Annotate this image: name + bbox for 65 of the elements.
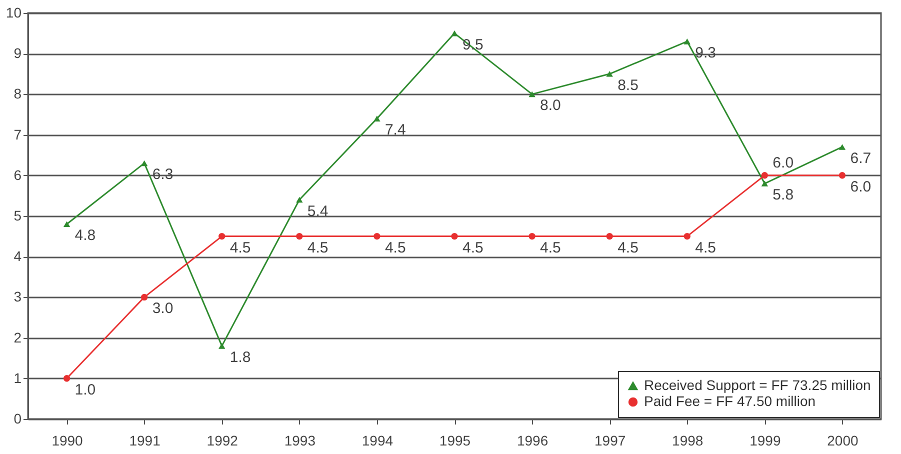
x-tick-label: 1996 (516, 432, 548, 448)
y-tick-label: 8 (14, 86, 22, 102)
point (761, 180, 768, 186)
point (684, 38, 690, 44)
point (528, 232, 536, 240)
x-tick-label: 1998 (672, 432, 704, 448)
y-tick-label: 1 (14, 370, 22, 386)
point (374, 116, 380, 122)
y-tick-label: 5 (14, 208, 22, 224)
point (528, 91, 536, 98)
data-label: 4.8 (74, 227, 96, 244)
point (63, 221, 70, 228)
data-label: 6.0 (772, 154, 794, 172)
x-tick-label: 1994 (362, 432, 394, 448)
point (140, 294, 148, 301)
data-label: 7.4 (384, 122, 406, 139)
x-tick-label: 1995 (439, 432, 471, 448)
y-tick-label: 9 (14, 45, 22, 62)
data-label: 6.0 (850, 178, 872, 196)
data-label: 6.7 (850, 150, 872, 167)
y-tick-label: 0 (14, 410, 22, 426)
data-label: 4.5 (230, 239, 251, 256)
y-tick-label: 10 (6, 4, 22, 20)
y-tick-label: 4 (14, 248, 22, 264)
data-label: 8.5 (618, 76, 638, 94)
point (296, 196, 303, 203)
point (838, 172, 846, 179)
point (451, 30, 458, 36)
data-label: 4.5 (384, 239, 406, 256)
point (838, 144, 846, 150)
point (140, 160, 148, 166)
point (296, 232, 303, 240)
x-tick-label: 1999 (750, 432, 781, 448)
x-tick-label: 1990 (52, 432, 84, 448)
y-tick-label: 2 (14, 329, 22, 346)
point (761, 172, 768, 179)
data-label: 5.4 (307, 202, 328, 220)
data-label: 3.0 (152, 300, 174, 318)
point (218, 343, 226, 349)
data-label: 4.5 (695, 239, 716, 256)
point (606, 70, 613, 77)
x-tick-label: 1991 (129, 432, 161, 448)
y-tick-label: 7 (14, 126, 22, 142)
point (684, 232, 690, 240)
point (451, 232, 458, 240)
data-label: 4.5 (540, 239, 561, 256)
data-label: 4.5 (307, 239, 328, 256)
data-label: 8.0 (540, 97, 561, 114)
x-tick-label: 2000 (827, 432, 859, 448)
point (63, 375, 70, 382)
data-label: 4.5 (462, 239, 484, 256)
data-label: 1.8 (230, 348, 251, 366)
point (606, 232, 613, 240)
data-label: 4.5 (618, 239, 638, 256)
x-tick-label: 1993 (284, 432, 316, 448)
y-tick-label: 6 (14, 166, 22, 183)
point (374, 232, 380, 240)
y-tick-label: 3 (14, 288, 22, 305)
x-tick-label: 1997 (594, 432, 626, 448)
data-label: 5.8 (772, 186, 794, 204)
x-tick-label: 1992 (206, 432, 238, 448)
point (218, 232, 226, 240)
data-label: 1.0 (74, 381, 96, 398)
legend-label: Paid Fee = FF 47.50 million (644, 393, 816, 409)
legend-label: Received Support = FF 73.25 million (644, 377, 871, 393)
